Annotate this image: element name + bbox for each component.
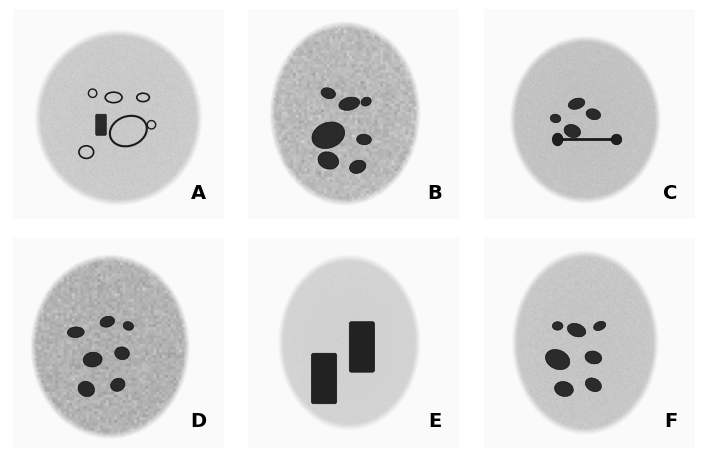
Ellipse shape [361, 97, 371, 106]
Ellipse shape [123, 322, 134, 330]
Ellipse shape [546, 350, 570, 370]
Ellipse shape [83, 352, 102, 367]
Ellipse shape [550, 114, 561, 122]
Ellipse shape [67, 327, 84, 338]
Ellipse shape [612, 134, 621, 145]
Text: A: A [191, 184, 206, 202]
Ellipse shape [312, 122, 344, 149]
FancyBboxPatch shape [349, 322, 375, 372]
Ellipse shape [585, 351, 602, 364]
Ellipse shape [594, 321, 606, 330]
Ellipse shape [100, 316, 115, 327]
Ellipse shape [111, 378, 125, 391]
Ellipse shape [115, 347, 129, 360]
Ellipse shape [356, 134, 371, 145]
Text: F: F [664, 412, 677, 431]
Ellipse shape [552, 322, 563, 330]
Ellipse shape [586, 109, 600, 120]
Text: C: C [663, 184, 677, 202]
Text: E: E [428, 412, 442, 431]
Ellipse shape [564, 124, 580, 138]
Ellipse shape [78, 382, 95, 397]
Text: B: B [427, 184, 442, 202]
Ellipse shape [318, 152, 339, 169]
Ellipse shape [321, 88, 336, 99]
Ellipse shape [554, 382, 573, 397]
FancyBboxPatch shape [312, 353, 337, 404]
Ellipse shape [339, 97, 360, 110]
Ellipse shape [552, 133, 563, 146]
Ellipse shape [349, 160, 366, 173]
Text: D: D [190, 412, 206, 431]
Ellipse shape [585, 378, 602, 392]
FancyBboxPatch shape [95, 114, 106, 135]
Ellipse shape [568, 324, 585, 337]
Ellipse shape [568, 98, 585, 109]
